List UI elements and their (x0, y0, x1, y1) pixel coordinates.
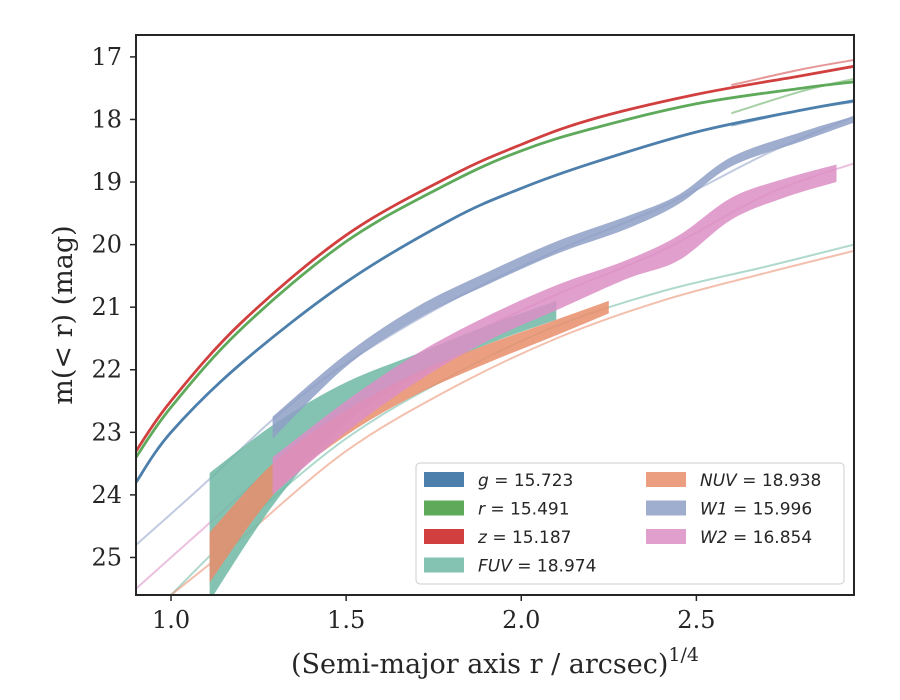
legend-label-r: r = 15.491 (478, 500, 570, 520)
y-tick-label: 25 (91, 543, 122, 571)
line-g (136, 99, 854, 484)
x-axis-label-exponent: 1/4 (668, 644, 699, 666)
legend-label-w2: W2 = 16.854 (700, 528, 812, 548)
line-r (136, 80, 854, 459)
y-tick-label: 21 (91, 293, 122, 321)
legend-variable-w1: W1 (700, 500, 728, 520)
legend-swatch-nuv (646, 472, 686, 487)
legend-variable-fuv: FUV (478, 557, 513, 577)
x-tick-label: 1.5 (327, 606, 365, 634)
x-tick-label: 2.0 (502, 606, 540, 634)
legend-variable-nuv: NUV (700, 471, 738, 491)
legend-variable-r: r (478, 500, 486, 520)
legend-value-r: = 15.491 (485, 500, 570, 520)
legend-value-w1: = 15.996 (728, 500, 813, 520)
x-axis-label: (Semi-major axis r / arcsec)1/4 (291, 644, 699, 680)
legend-swatch-w2 (646, 529, 686, 544)
legend-frame (415, 462, 845, 585)
y-tick-label: 23 (91, 418, 122, 446)
y-tick-label: 22 (91, 356, 122, 384)
band-fuv (209, 300, 557, 595)
faint-extension-2 (731, 77, 854, 115)
line-z (136, 64, 854, 452)
y-tick-label: 19 (91, 168, 122, 196)
legend-label-w1: W1 = 15.996 (700, 500, 812, 520)
legend-value-w2: = 16.854 (728, 528, 813, 548)
legend-swatch-z (424, 529, 464, 544)
legend-variable-g: g (478, 471, 489, 491)
legend-label-g: g = 15.723 (478, 471, 573, 491)
x-tick-label: 2.5 (677, 606, 715, 634)
legend-swatch-r (424, 500, 464, 516)
y-tick-label: 24 (91, 481, 122, 509)
x-axis-label-main: (Semi-major axis r / arcsec) (291, 649, 668, 680)
y-tick-label: 20 (91, 231, 122, 259)
ticks-layer: 1.0 1.5 2.0 2.5 17 18 19 20 21 22 23 24 25 (91, 43, 715, 634)
legend-label-z: z = 15.187 (477, 528, 571, 548)
band-nuv (209, 300, 609, 583)
band-w2 (272, 164, 837, 495)
legend-variable-w2: W2 (700, 528, 728, 548)
legend-label-fuv: FUV = 18.974 (478, 557, 596, 577)
legend-value-nuv: = 18.938 (737, 471, 822, 491)
legend-value-z: = 15.187 (487, 528, 572, 548)
legend-label-nuv: NUV = 18.938 (700, 471, 821, 491)
y-tick-label: 17 (91, 43, 122, 71)
legend-swatch-fuv (424, 557, 464, 573)
x-tick-label: 1.0 (152, 606, 190, 634)
legend-value-fuv: = 18.974 (512, 557, 597, 577)
data-layer (136, 59, 854, 595)
y-axis-label: m(< r) (mag) (48, 225, 79, 404)
legend-swatch-w1 (646, 500, 686, 516)
plot-frame (135, 34, 855, 596)
faint-extension-3 (731, 59, 854, 87)
legend-value-g: = 15.723 (489, 471, 574, 491)
legend-swatch-g (424, 472, 464, 487)
legend-variable-z: z (477, 528, 488, 548)
y-tick-label: 18 (91, 105, 122, 133)
